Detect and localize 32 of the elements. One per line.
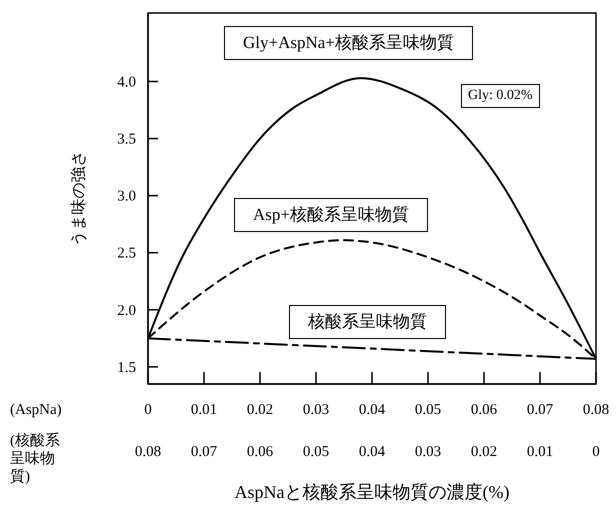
x2-tick-label: 0.07: [190, 444, 218, 460]
x-axis-title: AspNaと核酸系呈味物質の濃度(%): [234, 481, 510, 504]
series-label: Asp+核酸系呈味物質: [234, 198, 428, 232]
x-tick-label: 0.08: [582, 402, 610, 418]
text: (核酸系呈味物質): [10, 432, 61, 486]
annotation: Gly: 0.02%: [461, 84, 540, 108]
y-tick-label: 3.0: [117, 188, 136, 205]
x-tick-label: 0.06: [470, 402, 498, 418]
y-tick-label: 4.0: [117, 74, 136, 90]
y-tick-label: 3.5: [117, 132, 136, 148]
x-tick-label: 0: [144, 402, 152, 418]
x2-tick-label: 0.06: [246, 444, 274, 460]
x-tick-label: 0.02: [246, 402, 274, 418]
x-tick-label: 0.07: [526, 402, 554, 418]
x2-tick-label: 0: [592, 444, 600, 460]
x-tick-label: 0.05: [414, 402, 442, 418]
y-axis-title: うま味の強さ: [70, 150, 88, 246]
x-tick-label: 0.01: [190, 402, 218, 418]
x2-tick-label: 0.04: [358, 444, 386, 460]
x2-tick-label: 0.02: [470, 444, 498, 460]
x-tick-label: 0.04: [358, 402, 386, 418]
y-tick-label: 2.0: [117, 302, 136, 319]
y-tick-label: 1.5: [117, 360, 136, 376]
x2-tick-label: 0.03: [414, 444, 442, 460]
x-tick-label: 0.03: [302, 402, 330, 418]
text: (AspNa): [10, 401, 62, 419]
series-label: 核酸系呈味物質: [289, 305, 446, 339]
x2-tick-label: 0.08: [134, 444, 162, 460]
x2-tick-label: 0.01: [526, 444, 554, 460]
x2-tick-label: 0.05: [302, 444, 330, 460]
text: Gly+AspNa+核酸系呈味物質: [224, 26, 473, 60]
y-tick-label: 2.5: [117, 246, 136, 262]
